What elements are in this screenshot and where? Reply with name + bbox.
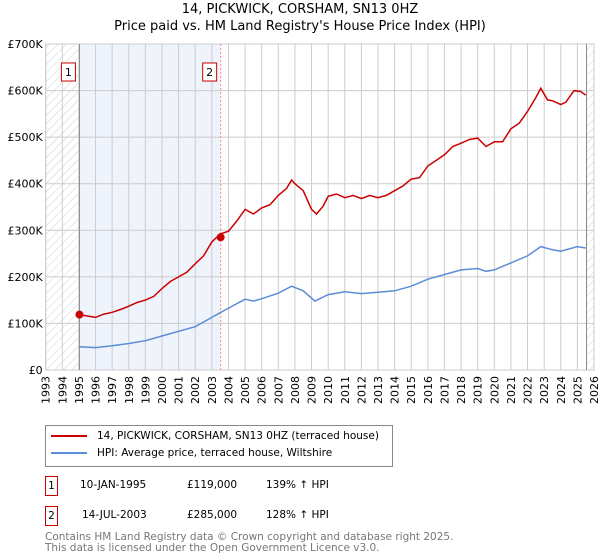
price-chart: 1993 1994 1995 1996 1997 1998 1999 2000 2001 2002… [7,38,600,404]
x-tick-label: 2009 [306,376,319,404]
transaction-price: £285,000 [187,509,238,521]
transaction-price: £119,000 [187,479,238,491]
x-tick-label: 1995 [73,376,86,404]
x-tick-label: 1994 [56,376,69,404]
y-tick-label: £600K [7,85,43,98]
x-tick-label: 2000 [156,376,169,404]
x-tick-label: 2024 [555,376,568,404]
sale-point-2 [216,233,225,242]
y-tick-label: £500K [7,131,43,144]
y-tick-label: £300K [7,224,43,237]
x-tick-label: 2020 [488,376,501,404]
x-tick-label: 2007 [272,376,285,404]
x-tick-label: 2014 [389,376,402,404]
x-tick-label: 1993 [40,376,53,404]
x-tick-label: 2017 [438,376,451,404]
x-tick-label: 1998 [123,376,136,404]
x-tick-label: 2015 [405,376,418,404]
x-tick-label: 2002 [189,376,202,404]
x-tick-label: 2008 [289,376,302,404]
property-legend-label: 14, PICKWICK, CORSHAM, SN13 0HZ (terrace… [97,430,379,442]
footer-copyright: Contains HM Land Registry data © Crown c… [45,531,454,543]
transaction-hpi: 128% ↑ HPI [266,509,329,521]
sale-marker-label-1: 1 [65,66,72,79]
x-tick-label: 2026 [588,376,600,404]
x-tick-label: 2016 [422,376,435,404]
x-tick-label: 2019 [472,376,485,404]
sale-marker-box-2 [202,62,218,82]
hpi-line [78,245,586,349]
x-tick-label: 2003 [206,376,219,404]
x-tick-label: 1999 [139,376,152,404]
transaction-date: 14-JUL-2003 [82,509,147,521]
transaction-marker: 1 [45,476,58,496]
x-tick-label: 2004 [222,376,235,404]
post-data-hatch [586,44,594,370]
sale-marker-label-2: 2 [206,66,213,79]
x-tick-label: 2006 [256,376,269,404]
y-tick-label: £700K [7,38,43,51]
footer-licence: This data is licensed under the Open Gov… [45,542,380,554]
x-tick-label: 2011 [339,376,352,404]
chart-title: 14, PICKWICK, CORSHAM, SN13 0HZ [181,2,419,17]
plot-border [45,43,595,371]
transaction-date: 10-JAN-1995 [80,479,147,491]
x-tick-label: 2025 [571,376,584,404]
sale-point-1 [75,310,84,319]
y-tick-label: £200K [7,271,43,284]
legend: 14, PICKWICK, CORSHAM, SN13 0HZ (terrace… [45,425,393,467]
y-tick-label: £400K [7,178,43,191]
transaction-marker: 2 [45,506,58,526]
x-tick-label: 2005 [239,376,252,404]
x-tick-label: 2021 [505,376,518,404]
x-tick-label: 2022 [522,376,535,404]
x-tick-label: 2023 [538,376,551,404]
hpi-legend-label: HPI: Average price, terraced house, Wilt… [97,447,333,459]
x-tick-label: 1997 [106,376,119,404]
x-tick-label: 2013 [372,376,385,404]
transaction-hpi: 139% ↑ HPI [266,479,329,491]
property-price-line [78,86,587,319]
sale-marker-box-1 [60,62,76,82]
hpi-legend-swatch [51,452,87,454]
ownership-shade [79,44,221,370]
y-tick-label: £100K [7,317,43,330]
chart-subtitle: Price paid vs. HM Land Registry's House … [114,19,486,34]
x-tick-label: 1996 [90,376,103,404]
property-legend-swatch [51,435,87,437]
x-tick-label: 2001 [173,376,186,404]
y-tick-label: £0 [29,364,43,377]
x-tick-label: 2012 [355,376,368,404]
x-tick-label: 2010 [322,376,335,404]
x-tick-label: 2018 [455,376,468,404]
